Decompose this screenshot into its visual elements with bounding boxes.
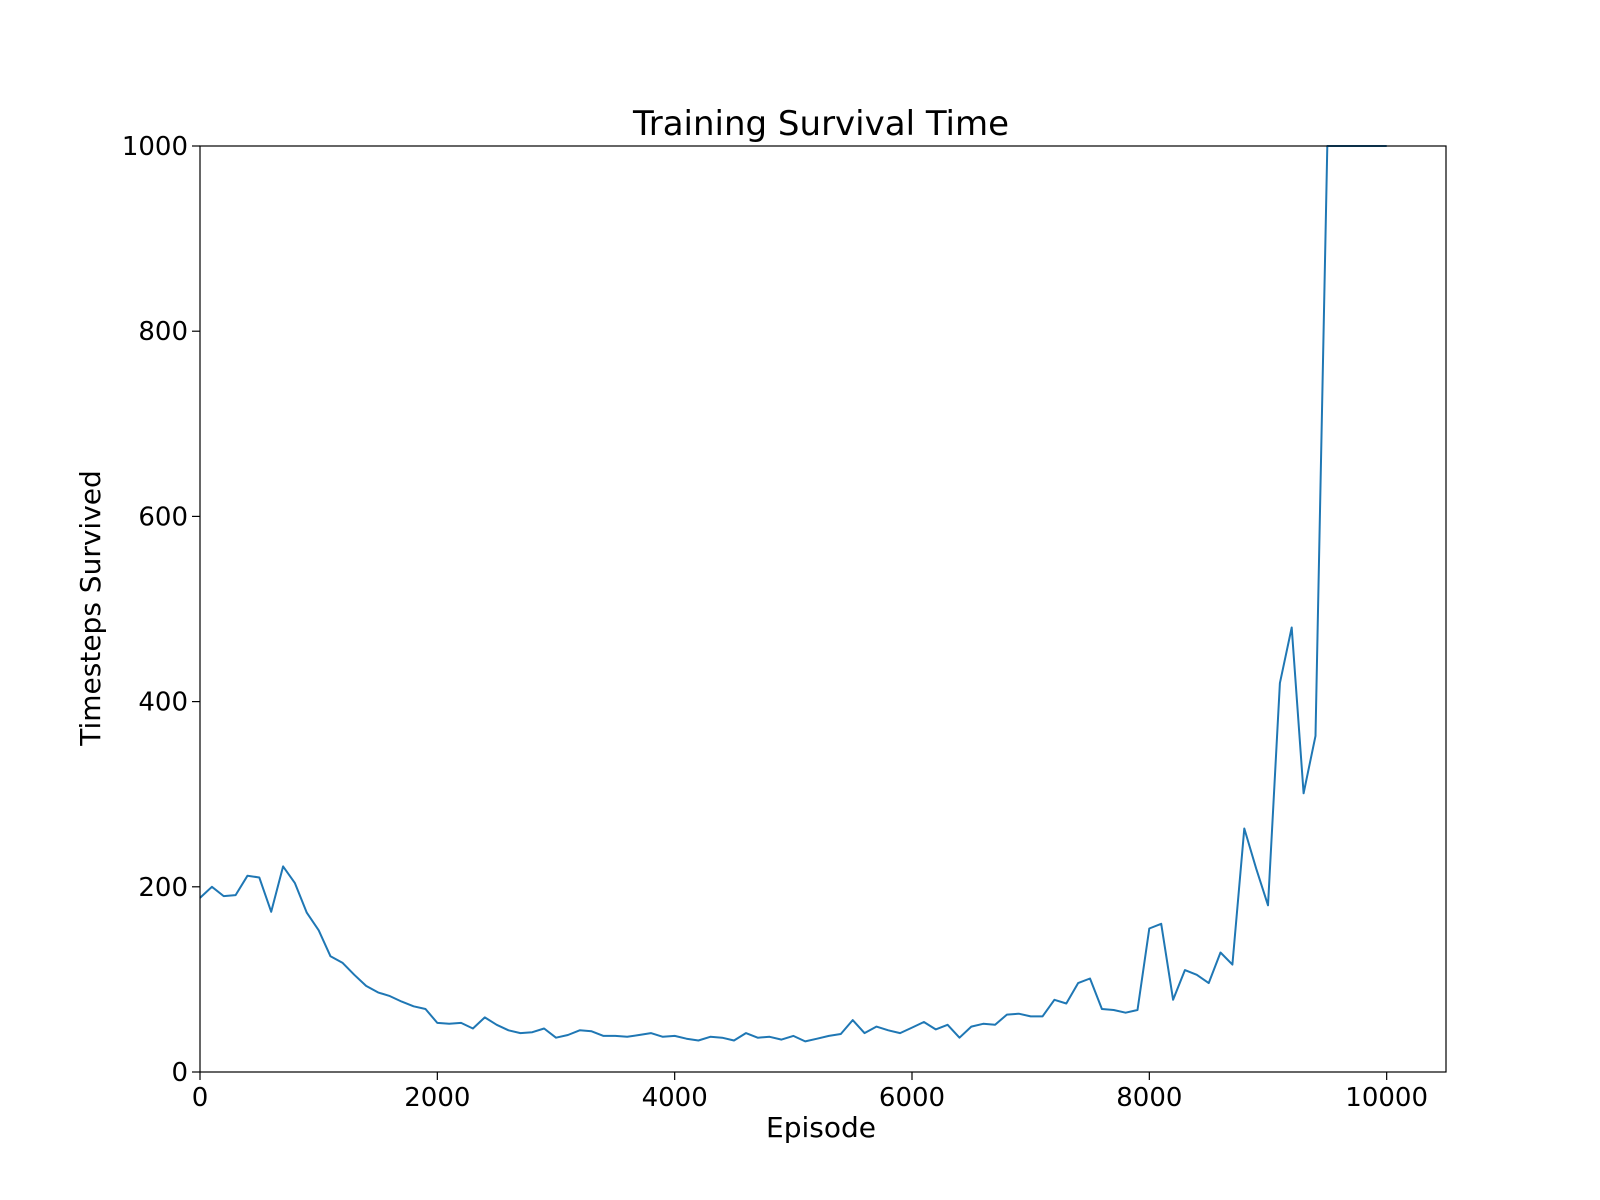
x-tick-label: 10000 — [1345, 1083, 1428, 1113]
series-line — [199, 145, 1387, 1043]
y-tick-label: 200 — [138, 873, 188, 903]
x-tick-label: 8000 — [1116, 1083, 1182, 1113]
x-axis-label: Episode — [766, 1111, 876, 1144]
y-axis-label: Timesteps Survived — [74, 470, 107, 747]
x-tick-label: 6000 — [879, 1083, 945, 1113]
y-tick-label: 1000 — [122, 132, 188, 162]
x-tick-label: 2000 — [404, 1083, 470, 1113]
y-axis-ticks: 0 200 400 600 800 1000 — [122, 132, 200, 1088]
y-tick-label: 600 — [138, 502, 188, 532]
chart-title: Training Survival Time — [632, 104, 1009, 144]
x-tick-label: 0 — [192, 1083, 209, 1113]
x-tick-label: 4000 — [642, 1083, 708, 1113]
y-tick-label: 800 — [138, 317, 188, 347]
y-tick-label: 0 — [171, 1058, 188, 1088]
plot-frame — [199, 145, 1447, 1073]
x-axis-ticks: 0 2000 4000 6000 8000 10000 — [192, 1072, 1428, 1113]
y-tick-label: 400 — [138, 688, 188, 718]
